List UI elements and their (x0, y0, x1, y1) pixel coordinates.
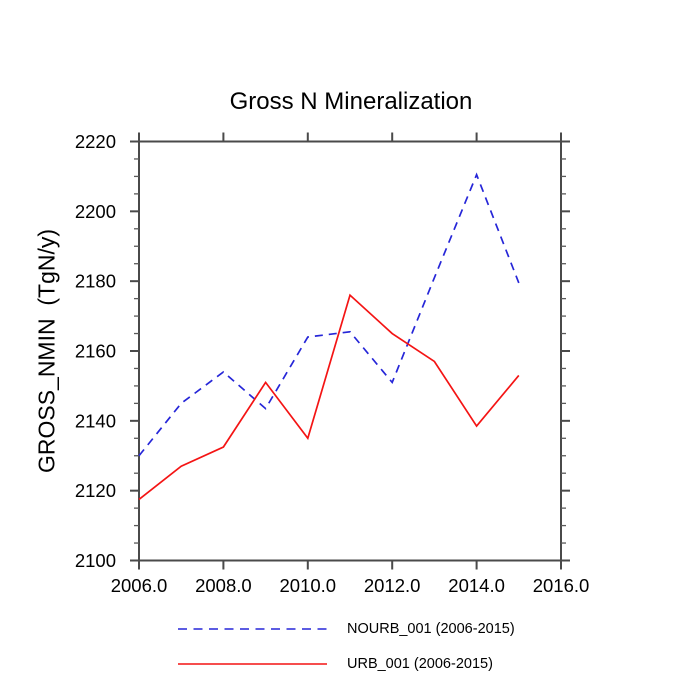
x-tick-label: 2016.0 (533, 575, 590, 596)
y-tick-label: 2220 (75, 131, 116, 152)
legend-line-sample-solid (178, 663, 327, 665)
chart-title: Gross N Mineralization (229, 88, 473, 115)
plot-frame (138, 140, 562, 562)
legend-line-sample-dashed (178, 628, 327, 630)
y-tick-label: 2200 (75, 201, 116, 222)
series-line-1 (138, 293, 520, 501)
y-tick-label: 2180 (75, 271, 116, 292)
y-tick-label: 2140 (75, 410, 116, 431)
x-tick-label: 2010.0 (280, 575, 337, 596)
x-tick-label: 2012.0 (364, 575, 421, 596)
legend-label-nourb: NOURB_001 (2006-2015) (347, 621, 515, 637)
legend-label-urb: URB_001 (2006-2015) (347, 656, 493, 672)
series-line-0 (138, 172, 520, 457)
y-tick-label: 2160 (75, 341, 116, 362)
y-tick-label: 2120 (75, 480, 116, 501)
x-tick-label: 2006.0 (111, 575, 168, 596)
y-tick-label: 2100 (75, 550, 116, 571)
x-tick-label: 2014.0 (448, 575, 505, 596)
x-tick-label: 2008.0 (195, 575, 252, 596)
